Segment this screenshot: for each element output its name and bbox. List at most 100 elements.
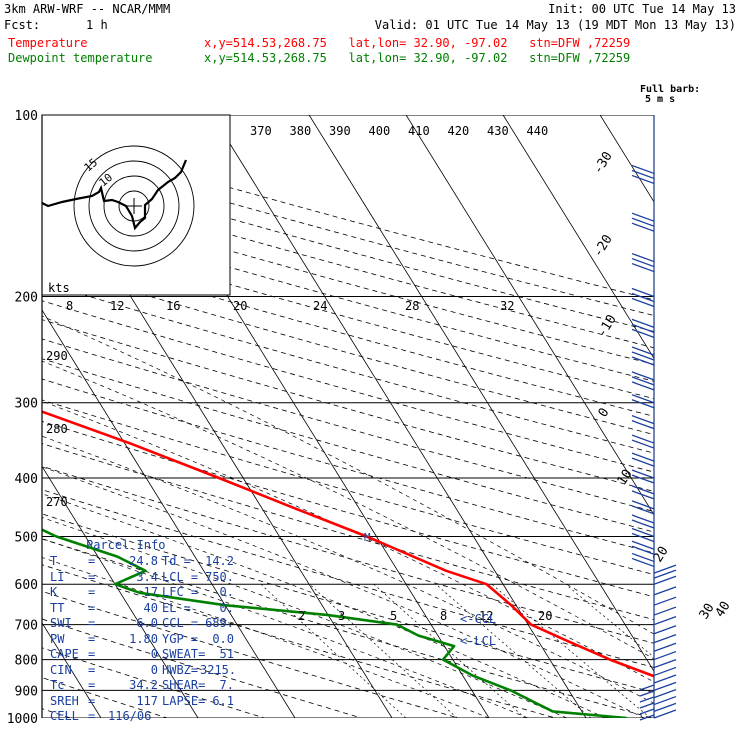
wind-barb [631, 257, 655, 268]
parcel-cell: = [88, 631, 96, 646]
parcel-cell: YGP = [162, 631, 199, 646]
wind-barb [631, 318, 655, 328]
ccl-annotation: <-CCL [460, 612, 496, 626]
wind-barb [631, 557, 655, 568]
wind-barb [631, 212, 655, 222]
theta-label-left: 290 [46, 349, 68, 363]
header-fcst-label: Fcst: [4, 18, 41, 32]
wind-barb [631, 174, 655, 185]
wind-barb-surface [639, 696, 655, 703]
moist-adiabat-12 [42, 493, 606, 718]
pressure-label: 300 [15, 397, 38, 412]
dry-adiabat-430 [42, 246, 654, 417]
theta-label: 410 [408, 124, 430, 138]
dry-adiabat-400 [42, 300, 654, 473]
parcel-cell: 6.1 [212, 693, 234, 708]
mixing-ratio-label: 2 [298, 609, 305, 623]
wind-barb [653, 702, 677, 712]
wind-barb [631, 485, 655, 495]
pressure-label: 800 [15, 654, 38, 669]
parcel-cell: 14.2 [205, 554, 234, 568]
moist-adiabat-8 [42, 517, 567, 718]
wind-barb [631, 439, 655, 449]
isotherm-40 [502, 115, 654, 360]
dry-adiabat-410 [42, 281, 654, 454]
isotherm-label-right: 0 [596, 406, 613, 421]
wind-barb [631, 297, 655, 308]
wind-barb [653, 615, 677, 626]
parcel-cell: = [88, 678, 96, 692]
dry-adiabat-380 [42, 338, 654, 512]
parcel-row: LI = 3.4 LCL = 750. [50, 570, 236, 585]
legend-temperature-label: Temperature [8, 36, 88, 50]
parcel-cell: = [88, 569, 96, 584]
wind-barb [631, 328, 655, 338]
isotherm-30 [405, 115, 654, 516]
barb-legend-line1: Full barb: [640, 84, 701, 95]
wind-barb [631, 519, 655, 529]
wind-barb [631, 545, 655, 555]
wind-barb [631, 217, 655, 227]
parcel-cell: CAPE [50, 647, 79, 661]
header-fcst-value: 1 h [86, 18, 108, 32]
parcel-cell: 750. [205, 569, 234, 584]
isotherm-20 [308, 115, 654, 672]
wind-barb [631, 532, 655, 543]
parcel-cell: 0. [219, 600, 234, 615]
mixing-ratio-label: 8 [440, 609, 447, 623]
dry-adiabat-300 [42, 513, 654, 693]
wind-barb [631, 434, 655, 444]
wind-barb [653, 688, 677, 699]
theta-label: 440 [527, 124, 549, 138]
wind-barb [631, 169, 655, 180]
dry-adiabat-450 [42, 212, 654, 382]
wind-barb [653, 674, 677, 684]
parcel-cell: SREH [50, 693, 79, 708]
mixing-ratio-label: 3 [338, 609, 345, 623]
parcel-info-title: Parcel Info [86, 538, 166, 552]
header-model: 3km ARW-WRF -- NCAR/MMM [4, 2, 171, 16]
wind-barb [631, 222, 655, 232]
wind-barb [653, 569, 677, 579]
parcel-cell: Td = [162, 554, 191, 568]
wind-barb-surface [639, 702, 655, 709]
wind-barb [631, 490, 655, 500]
legend-dewpoint-info: x,y=514.53,268.75 lat,lon= 32.90, -97.02… [204, 51, 631, 65]
parcel-cell: 7. [219, 678, 234, 692]
wind-barb [653, 596, 677, 606]
legend-dewpoint-label: Dewpoint temperature [8, 51, 153, 65]
barb-legend-line2: 5 m s [645, 94, 676, 105]
wind-barb-surface [639, 708, 655, 715]
hodograph-speed-label: 20 [233, 299, 247, 313]
parcel-row: CELL = 116/06 [50, 709, 236, 724]
parcel-cell: 3.4 [136, 569, 158, 584]
parcel-row: SREH = 117 LAPSE= 6.1 [50, 694, 236, 709]
parcel-cell: LFC = [162, 585, 199, 599]
pressure-label: 200 [15, 291, 38, 306]
parcel-cell: 3215. [200, 662, 237, 677]
parcel-cell: 689. [205, 616, 234, 630]
parcel-row: Tc = 34.2 SHEAR= 7. [50, 678, 236, 693]
parcel-cell: LI [50, 569, 65, 584]
isotherm-label-right: 30 [697, 601, 718, 622]
mixing-ratio-label: 20 [538, 609, 552, 623]
wind-barb [631, 469, 655, 479]
wind-barb [631, 381, 655, 391]
header-valid: Valid: 01 UTC Tue 14 May 13 (19 MDT Mon … [374, 18, 736, 32]
wind-barb [631, 376, 655, 386]
wind-barb [653, 606, 677, 616]
parcel-cell: CCL = [162, 616, 199, 630]
wind-barb [631, 457, 655, 467]
parcel-cell: SHEAR= [162, 678, 206, 692]
hodograph-ring [88, 160, 180, 252]
wind-barb [653, 659, 677, 669]
parcel-cell: 6.0 [136, 616, 158, 630]
parcel-cell: = [88, 693, 96, 708]
parcel-cell: 24.8 [129, 554, 158, 568]
parcel-row: K = 17 LFC = 0. [50, 585, 236, 600]
isotherm--30 [42, 465, 199, 718]
moist-adiabat-24 [42, 400, 654, 683]
wind-barb [631, 262, 655, 273]
parcel-cell: = [88, 585, 96, 599]
parcel-cell: TT [50, 600, 65, 615]
